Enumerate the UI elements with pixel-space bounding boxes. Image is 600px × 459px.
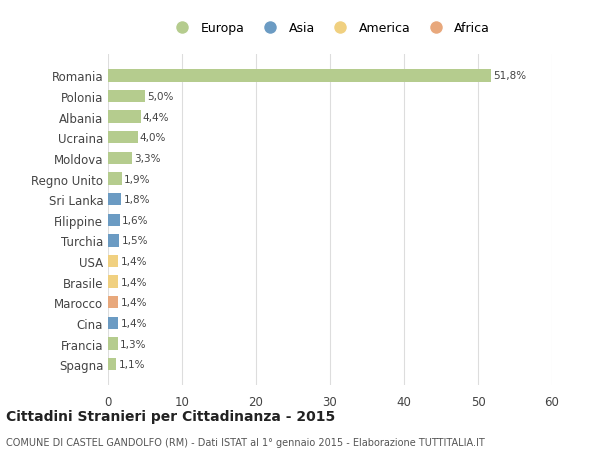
- Text: 1,6%: 1,6%: [122, 215, 149, 225]
- Legend: Europa, Asia, America, Africa: Europa, Asia, America, Africa: [166, 18, 494, 39]
- Bar: [108, 358, 116, 370]
- Text: 4,0%: 4,0%: [140, 133, 166, 143]
- Bar: [108, 132, 137, 144]
- Bar: [108, 317, 118, 330]
- Text: 1,8%: 1,8%: [124, 195, 150, 205]
- Text: 3,3%: 3,3%: [134, 154, 161, 163]
- Bar: [108, 194, 121, 206]
- Bar: [108, 297, 118, 309]
- Text: 1,4%: 1,4%: [121, 277, 147, 287]
- Bar: [108, 214, 120, 226]
- Text: 1,4%: 1,4%: [121, 318, 147, 328]
- Text: 1,4%: 1,4%: [121, 257, 147, 267]
- Text: 1,5%: 1,5%: [121, 236, 148, 246]
- Bar: [108, 91, 145, 103]
- Bar: [108, 111, 140, 123]
- Bar: [108, 235, 119, 247]
- Bar: [108, 255, 118, 268]
- Text: 1,4%: 1,4%: [121, 297, 147, 308]
- Bar: [108, 70, 491, 83]
- Text: 1,1%: 1,1%: [118, 359, 145, 369]
- Text: 5,0%: 5,0%: [147, 92, 173, 102]
- Bar: [108, 338, 118, 350]
- Text: 1,9%: 1,9%: [124, 174, 151, 184]
- Text: 1,3%: 1,3%: [120, 339, 146, 349]
- Bar: [108, 152, 133, 165]
- Text: 4,4%: 4,4%: [143, 112, 169, 123]
- Text: COMUNE DI CASTEL GANDOLFO (RM) - Dati ISTAT al 1° gennaio 2015 - Elaborazione TU: COMUNE DI CASTEL GANDOLFO (RM) - Dati IS…: [6, 437, 485, 447]
- Bar: [108, 276, 118, 288]
- Text: Cittadini Stranieri per Cittadinanza - 2015: Cittadini Stranieri per Cittadinanza - 2…: [6, 409, 335, 423]
- Bar: [108, 173, 122, 185]
- Text: 51,8%: 51,8%: [494, 71, 527, 81]
